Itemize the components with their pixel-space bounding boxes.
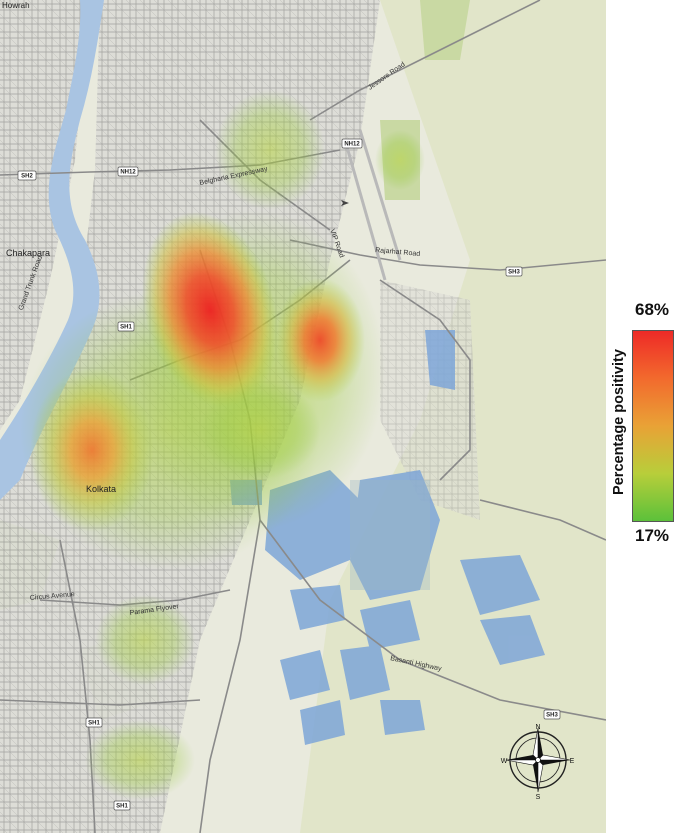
wetlands — [230, 330, 545, 745]
hotspot-far-south — [85, 720, 195, 800]
legend-title: Percentage positivity — [611, 349, 627, 495]
river-hooghly — [0, 0, 104, 500]
legend-max-label: 68% — [635, 300, 670, 319]
place-label-chakapara: Chakapara — [6, 248, 50, 258]
heatmap-legend: 68% Percentage positivity 17% — [608, 295, 679, 555]
shield-sh1-c: SH1 — [113, 800, 131, 811]
compass-s-label: S — [536, 794, 541, 801]
road-label-circus: Circus Avenue — [30, 591, 76, 602]
hotspot-north — [215, 90, 325, 210]
svg-text:NH12: NH12 — [344, 141, 360, 147]
shield-sh3-b: SH3 — [543, 709, 561, 720]
hotspot-south — [95, 595, 195, 685]
airport-icon — [341, 200, 349, 206]
place-label-kolkata: Kolkata — [86, 484, 116, 494]
svg-text:SH1: SH1 — [120, 324, 132, 330]
svg-text:NH12: NH12 — [120, 169, 136, 175]
shield-sh2: SH2 — [17, 170, 37, 181]
compass-w-label: W — [501, 758, 508, 765]
shield-sh1-b: SH1 — [85, 717, 103, 728]
compass-n-label: N — [535, 724, 540, 731]
svg-text:SH1: SH1 — [88, 720, 100, 726]
place-label-top-left: Howrah — [2, 1, 30, 10]
road-label-rajarhat: Rajarhat Road — [375, 247, 421, 258]
map-view[interactable]: Rajarhat Road Basanti Highway Grand Trun… — [0, 0, 606, 833]
shield-sh3-a: SH3 — [505, 266, 523, 277]
svg-text:SH1: SH1 — [116, 803, 128, 809]
hotspot-saltlake — [275, 278, 365, 402]
shield-sh1-a: SH1 — [117, 321, 135, 332]
svg-text:SH3: SH3 — [508, 269, 520, 275]
heatmap-layer — [20, 90, 425, 800]
legend-color-bar — [632, 330, 674, 522]
svg-text:SH2: SH2 — [21, 173, 33, 179]
airport-runways — [343, 129, 402, 281]
legend-min-label: 17% — [635, 526, 670, 545]
compass-e-label: E — [570, 758, 575, 765]
shield-nh12-a: NH12 — [117, 166, 139, 177]
shield-nh12-b: NH12 — [341, 138, 363, 149]
svg-text:SH3: SH3 — [546, 712, 558, 718]
compass-icon: N S E W — [501, 724, 575, 801]
hotspot-central-kolkata — [30, 368, 154, 532]
hotspot-dumdum — [142, 211, 278, 409]
